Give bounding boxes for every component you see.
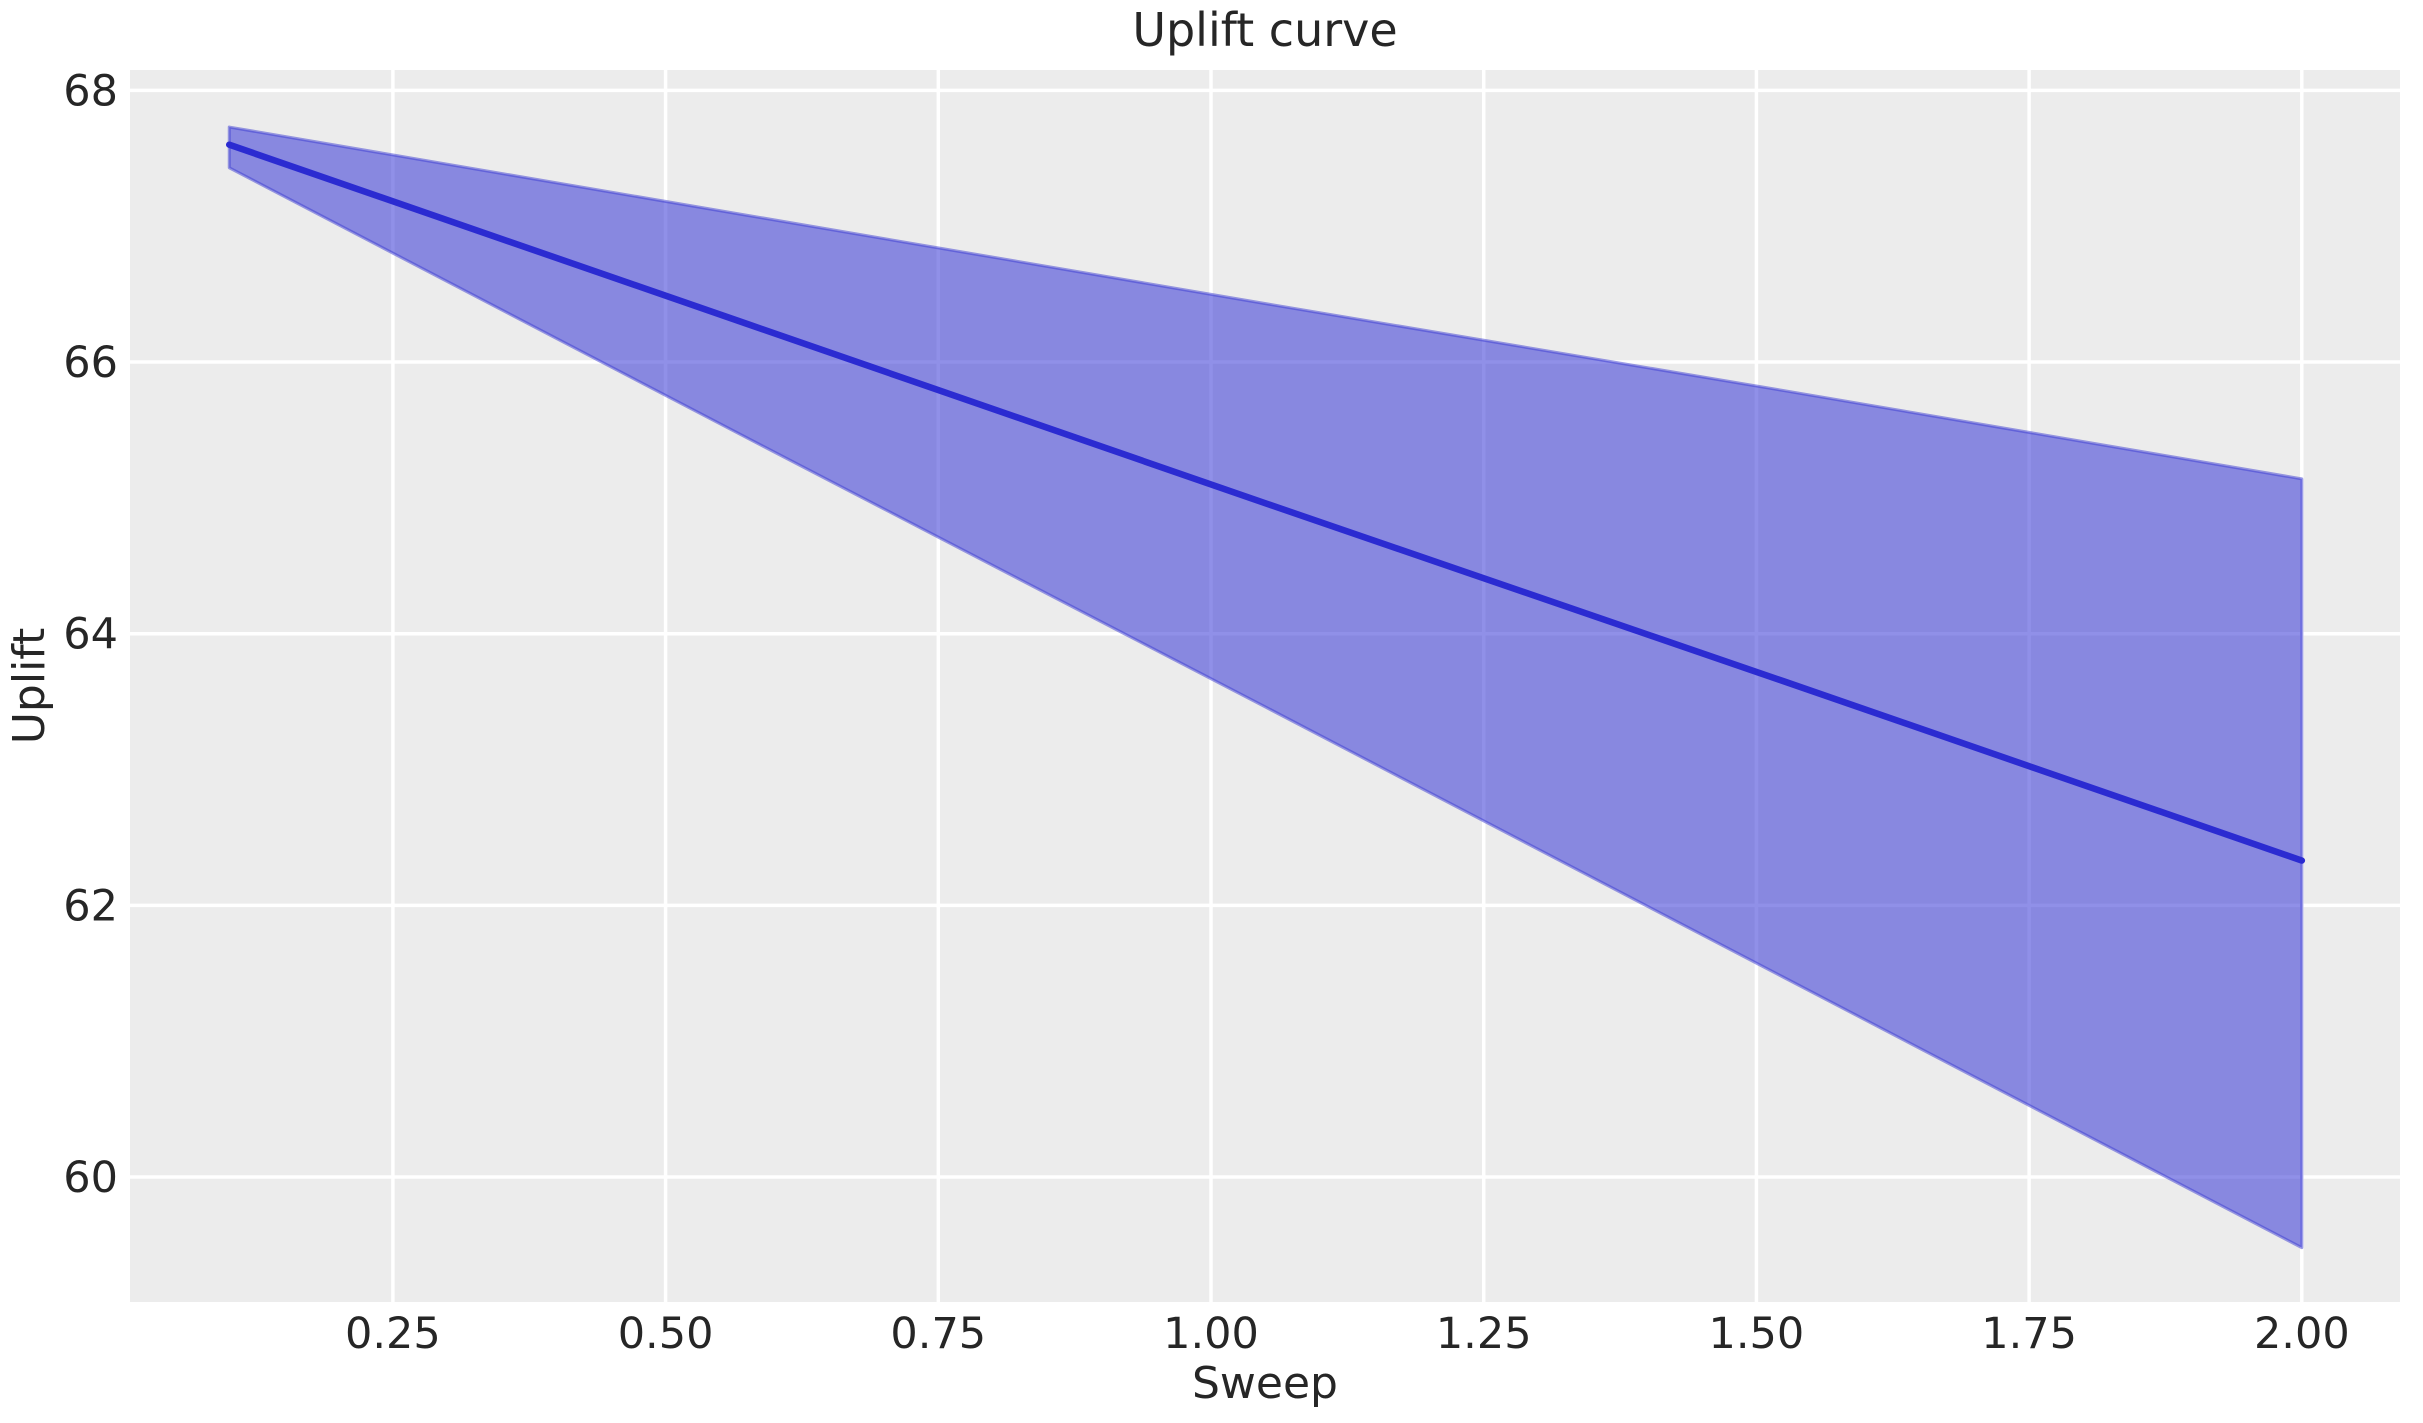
confidence-band: [227, 125, 2304, 1250]
band-layer: [227, 125, 2304, 1250]
x-tick-label: 2.00: [2254, 1309, 2350, 1359]
chart-title: Uplift curve: [1132, 3, 1397, 57]
y-tick-label: 64: [63, 610, 118, 660]
x-tick-label: 0.75: [890, 1309, 986, 1359]
y-tick-label: 68: [63, 66, 118, 116]
x-tick-label: 1.00: [1163, 1309, 1259, 1359]
y-tick-label: 60: [63, 1153, 118, 1203]
y-tick-label: 66: [63, 338, 118, 388]
y-tick-label: 62: [63, 881, 118, 931]
x-tick-label: 0.25: [345, 1309, 441, 1359]
x-tick-label: 0.50: [618, 1309, 714, 1359]
x-tick-label: 1.50: [1709, 1309, 1805, 1359]
tick-layer: 0.25 0.50 0.75 1.00 1.25 1.50 1.75 2.00 60 62 64 66…: [63, 66, 2349, 1359]
uplift-mean-line: [226, 141, 2306, 864]
line-layer: [226, 141, 2306, 864]
x-tick-label: 1.25: [1436, 1309, 1532, 1359]
x-tick-label: 1.75: [1981, 1309, 2077, 1359]
y-axis-label: Uplift: [4, 628, 55, 745]
x-axis-label: Sweep: [1192, 1358, 1338, 1409]
